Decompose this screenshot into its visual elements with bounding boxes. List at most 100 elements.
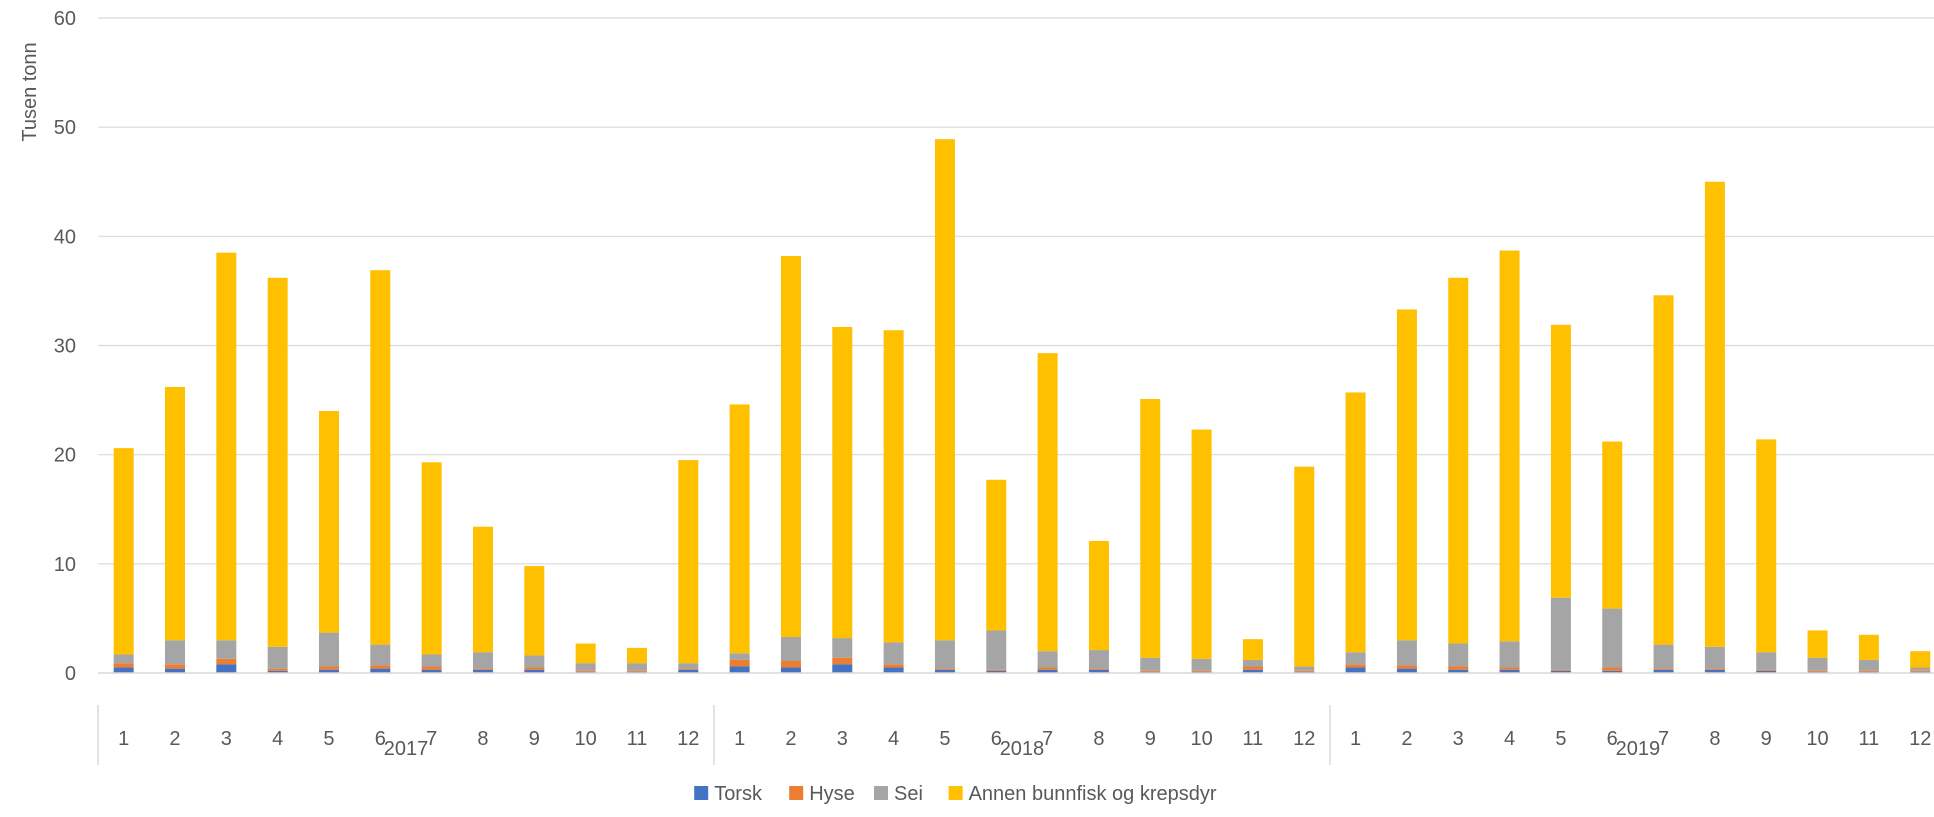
bar-segment bbox=[472, 652, 493, 669]
bar-segment bbox=[1550, 324, 1571, 598]
bar-segment bbox=[164, 640, 185, 665]
bar-segment bbox=[934, 139, 955, 641]
bar-segment bbox=[1858, 659, 1879, 671]
bar-segment bbox=[1448, 666, 1469, 670]
bar-segment bbox=[883, 330, 904, 643]
bar-segment bbox=[1345, 664, 1366, 668]
bar-segment bbox=[524, 669, 545, 673]
bar-segment bbox=[626, 647, 647, 664]
x-tick-label: 2 bbox=[1401, 728, 1412, 750]
x-tick-label: 6 bbox=[375, 728, 386, 750]
y-tick-label: 60 bbox=[54, 8, 76, 30]
bar-segment bbox=[216, 658, 237, 665]
bar-segment bbox=[267, 668, 288, 671]
bar-segment bbox=[472, 526, 493, 653]
bar-segment bbox=[1242, 669, 1263, 673]
x-tick-label: 4 bbox=[272, 728, 283, 750]
bar-segment bbox=[1499, 667, 1520, 670]
bar-segment bbox=[832, 326, 853, 639]
bar-segment bbox=[1807, 670, 1828, 672]
bar-segment bbox=[318, 411, 339, 633]
bar-segment bbox=[421, 666, 442, 670]
bar-segment bbox=[1191, 429, 1212, 659]
bar-segment bbox=[370, 270, 391, 645]
x-group-label: 2019 bbox=[1616, 738, 1661, 760]
bar-segment bbox=[113, 663, 134, 668]
bar-segment bbox=[1448, 669, 1469, 673]
bar-segment bbox=[164, 386, 185, 641]
y-tick-label: 20 bbox=[54, 445, 76, 467]
bar-segment bbox=[318, 632, 339, 667]
bar-segment bbox=[986, 670, 1007, 673]
x-tick-label: 9 bbox=[1145, 728, 1156, 750]
bar-segment bbox=[472, 668, 493, 670]
legend-label: Sei bbox=[894, 783, 923, 805]
x-tick-label: 8 bbox=[477, 728, 488, 750]
bar-segment bbox=[1499, 250, 1520, 642]
x-tick-label: 6 bbox=[1607, 728, 1618, 750]
bar-segment bbox=[626, 663, 647, 671]
bar-segment bbox=[472, 669, 493, 673]
bar-segment bbox=[883, 667, 904, 673]
bar-segment bbox=[421, 654, 442, 667]
x-tick-label: 7 bbox=[1658, 728, 1669, 750]
bar-segment bbox=[1037, 669, 1058, 673]
bar-segment bbox=[780, 636, 801, 661]
bar-segment bbox=[1653, 295, 1674, 645]
bar-segment bbox=[1602, 670, 1623, 673]
bar-segment bbox=[1294, 666, 1315, 671]
bar-segment bbox=[164, 664, 185, 669]
bar-segment bbox=[1756, 669, 1777, 671]
x-tick-label: 12 bbox=[1909, 728, 1931, 750]
x-tick-label: 12 bbox=[1293, 728, 1315, 750]
bar-segment bbox=[1294, 670, 1315, 672]
bars bbox=[113, 139, 1931, 673]
legend-label: Hyse bbox=[809, 783, 855, 805]
bar-segment bbox=[729, 404, 750, 654]
bar-segment bbox=[1037, 651, 1058, 668]
bar-segment bbox=[1756, 439, 1777, 653]
bar-segment bbox=[113, 448, 134, 655]
x-tick-label: 4 bbox=[1504, 728, 1515, 750]
bar-segment bbox=[318, 666, 339, 670]
x-tick-label: 2 bbox=[169, 728, 180, 750]
x-tick-label: 4 bbox=[888, 728, 899, 750]
x-group-label: 2018 bbox=[1000, 738, 1045, 760]
bar-segment bbox=[986, 479, 1007, 631]
bar-segment bbox=[1602, 608, 1623, 668]
x-tick-label: 1 bbox=[1350, 728, 1361, 750]
bar-segment bbox=[934, 668, 955, 670]
bar-segment bbox=[729, 659, 750, 667]
bar-segment bbox=[1653, 669, 1674, 673]
x-tick-label: 9 bbox=[1761, 728, 1772, 750]
bar-segment bbox=[729, 666, 750, 673]
x-group-label: 2017 bbox=[384, 738, 429, 760]
legend-label: Torsk bbox=[714, 783, 763, 805]
bar-segment bbox=[1088, 650, 1109, 669]
y-tick-label: 50 bbox=[54, 117, 76, 139]
bar-segment bbox=[1088, 668, 1109, 670]
bar-segment bbox=[1807, 630, 1828, 658]
legend: Torsk Hyse Sei Annen bunnfisk og krepsdyr bbox=[694, 783, 1217, 805]
x-tick-label: 3 bbox=[221, 728, 232, 750]
x-tick-label: 10 bbox=[575, 728, 597, 750]
y-tick-label: 10 bbox=[54, 554, 76, 576]
bar-segment bbox=[986, 630, 1007, 670]
bar-segment bbox=[267, 670, 288, 673]
x-tick-label: 10 bbox=[1190, 728, 1212, 750]
bar-segment bbox=[1345, 667, 1366, 673]
bar-segment bbox=[1037, 667, 1058, 670]
y-tick-label: 0 bbox=[65, 663, 76, 685]
bar-segment bbox=[780, 667, 801, 673]
bar-segment bbox=[575, 663, 596, 671]
bar-segment bbox=[1602, 441, 1623, 609]
x-tick-label: 1 bbox=[734, 728, 745, 750]
bar-segment bbox=[1448, 643, 1469, 667]
bar-segment bbox=[1242, 639, 1263, 660]
bar-segment bbox=[986, 669, 1007, 671]
bar-segment bbox=[216, 640, 237, 659]
bar-segment bbox=[1294, 466, 1315, 667]
legend-swatch bbox=[694, 786, 709, 800]
bar-segment bbox=[1550, 669, 1571, 671]
bar-segment bbox=[1242, 659, 1263, 667]
